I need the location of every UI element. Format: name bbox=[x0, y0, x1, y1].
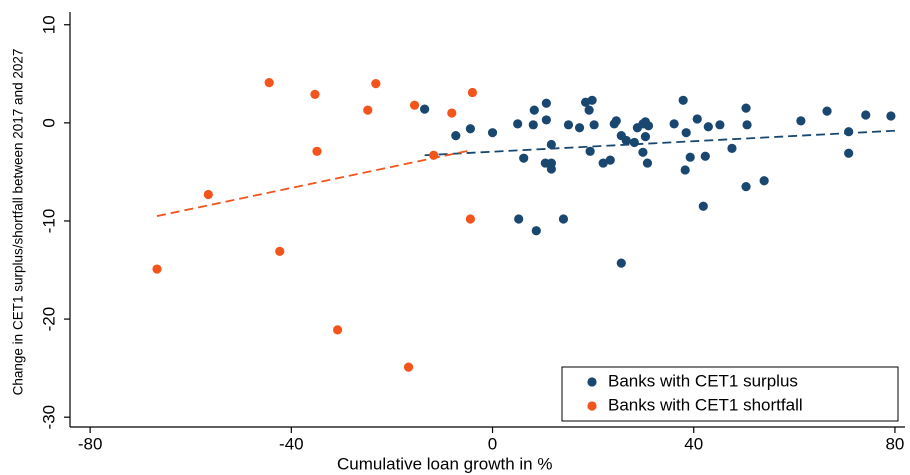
point bbox=[692, 114, 702, 124]
point bbox=[727, 143, 737, 153]
point bbox=[642, 158, 653, 168]
point bbox=[587, 95, 597, 105]
point bbox=[363, 105, 373, 115]
point bbox=[678, 95, 688, 105]
point bbox=[541, 98, 551, 108]
point bbox=[467, 87, 478, 98]
point bbox=[621, 135, 631, 146]
y-tick-label: -30 bbox=[39, 405, 58, 430]
point bbox=[611, 116, 621, 126]
point bbox=[681, 128, 691, 138]
point bbox=[529, 105, 539, 115]
point bbox=[703, 122, 713, 132]
point bbox=[152, 264, 162, 274]
point bbox=[598, 158, 608, 168]
point bbox=[203, 189, 213, 200]
fit-line bbox=[424, 129, 895, 157]
point bbox=[685, 152, 695, 162]
point bbox=[640, 131, 651, 142]
y-axis-label: Change in CET1 surplus/shortfall between… bbox=[11, 49, 26, 396]
point bbox=[514, 214, 524, 224]
point bbox=[420, 104, 430, 114]
point bbox=[447, 108, 457, 118]
point bbox=[558, 214, 569, 224]
legend-marker bbox=[587, 377, 597, 387]
y-tick-label: -10 bbox=[39, 209, 58, 234]
point bbox=[574, 123, 585, 133]
y-tick-label: -20 bbox=[39, 307, 58, 332]
point bbox=[519, 153, 529, 163]
point bbox=[371, 79, 381, 89]
point bbox=[465, 124, 475, 134]
point bbox=[531, 226, 541, 236]
point bbox=[680, 165, 690, 175]
point bbox=[563, 120, 574, 130]
point bbox=[487, 128, 498, 138]
x-tick-label: 80 bbox=[885, 434, 904, 453]
x-tick-label: 40 bbox=[684, 434, 703, 453]
point bbox=[796, 116, 806, 126]
point bbox=[429, 150, 439, 160]
point bbox=[605, 155, 615, 165]
point bbox=[616, 258, 626, 268]
point bbox=[629, 137, 639, 148]
point bbox=[638, 147, 648, 157]
point bbox=[742, 120, 752, 130]
point bbox=[861, 110, 871, 120]
legend-label: Banks with CET1 shortfall bbox=[608, 395, 803, 414]
point bbox=[643, 121, 654, 131]
point bbox=[584, 105, 594, 115]
point bbox=[741, 182, 751, 192]
x-tick-label: -40 bbox=[279, 434, 304, 453]
point bbox=[465, 214, 475, 224]
point bbox=[844, 127, 854, 137]
point bbox=[513, 119, 523, 129]
point bbox=[409, 100, 420, 110]
point bbox=[528, 120, 538, 130]
point bbox=[546, 158, 556, 168]
point bbox=[546, 139, 556, 150]
point bbox=[310, 89, 320, 100]
point bbox=[844, 148, 854, 158]
point bbox=[451, 131, 461, 141]
point bbox=[669, 119, 679, 129]
point bbox=[589, 120, 599, 130]
point bbox=[333, 325, 343, 335]
legend-box bbox=[561, 366, 899, 422]
point bbox=[585, 146, 595, 156]
x-axis-label: Cumulative loan growth in % bbox=[337, 454, 552, 473]
y-tick-label: 0 bbox=[39, 118, 58, 127]
point bbox=[541, 115, 551, 125]
y-tick-label: 10 bbox=[39, 15, 58, 34]
point bbox=[741, 103, 751, 113]
x-tick-label: -80 bbox=[78, 434, 103, 453]
point bbox=[822, 106, 832, 116]
fit-line bbox=[156, 149, 471, 217]
legend-marker bbox=[587, 401, 597, 411]
legend-label: Banks with CET1 surplus bbox=[608, 371, 798, 390]
point bbox=[759, 176, 769, 186]
x-tick-label: 0 bbox=[488, 434, 497, 453]
point bbox=[312, 146, 322, 156]
point bbox=[264, 78, 274, 88]
point bbox=[886, 111, 896, 121]
point bbox=[715, 120, 725, 130]
point bbox=[275, 246, 285, 256]
point bbox=[698, 201, 708, 211]
point bbox=[700, 151, 710, 161]
point bbox=[403, 362, 414, 372]
